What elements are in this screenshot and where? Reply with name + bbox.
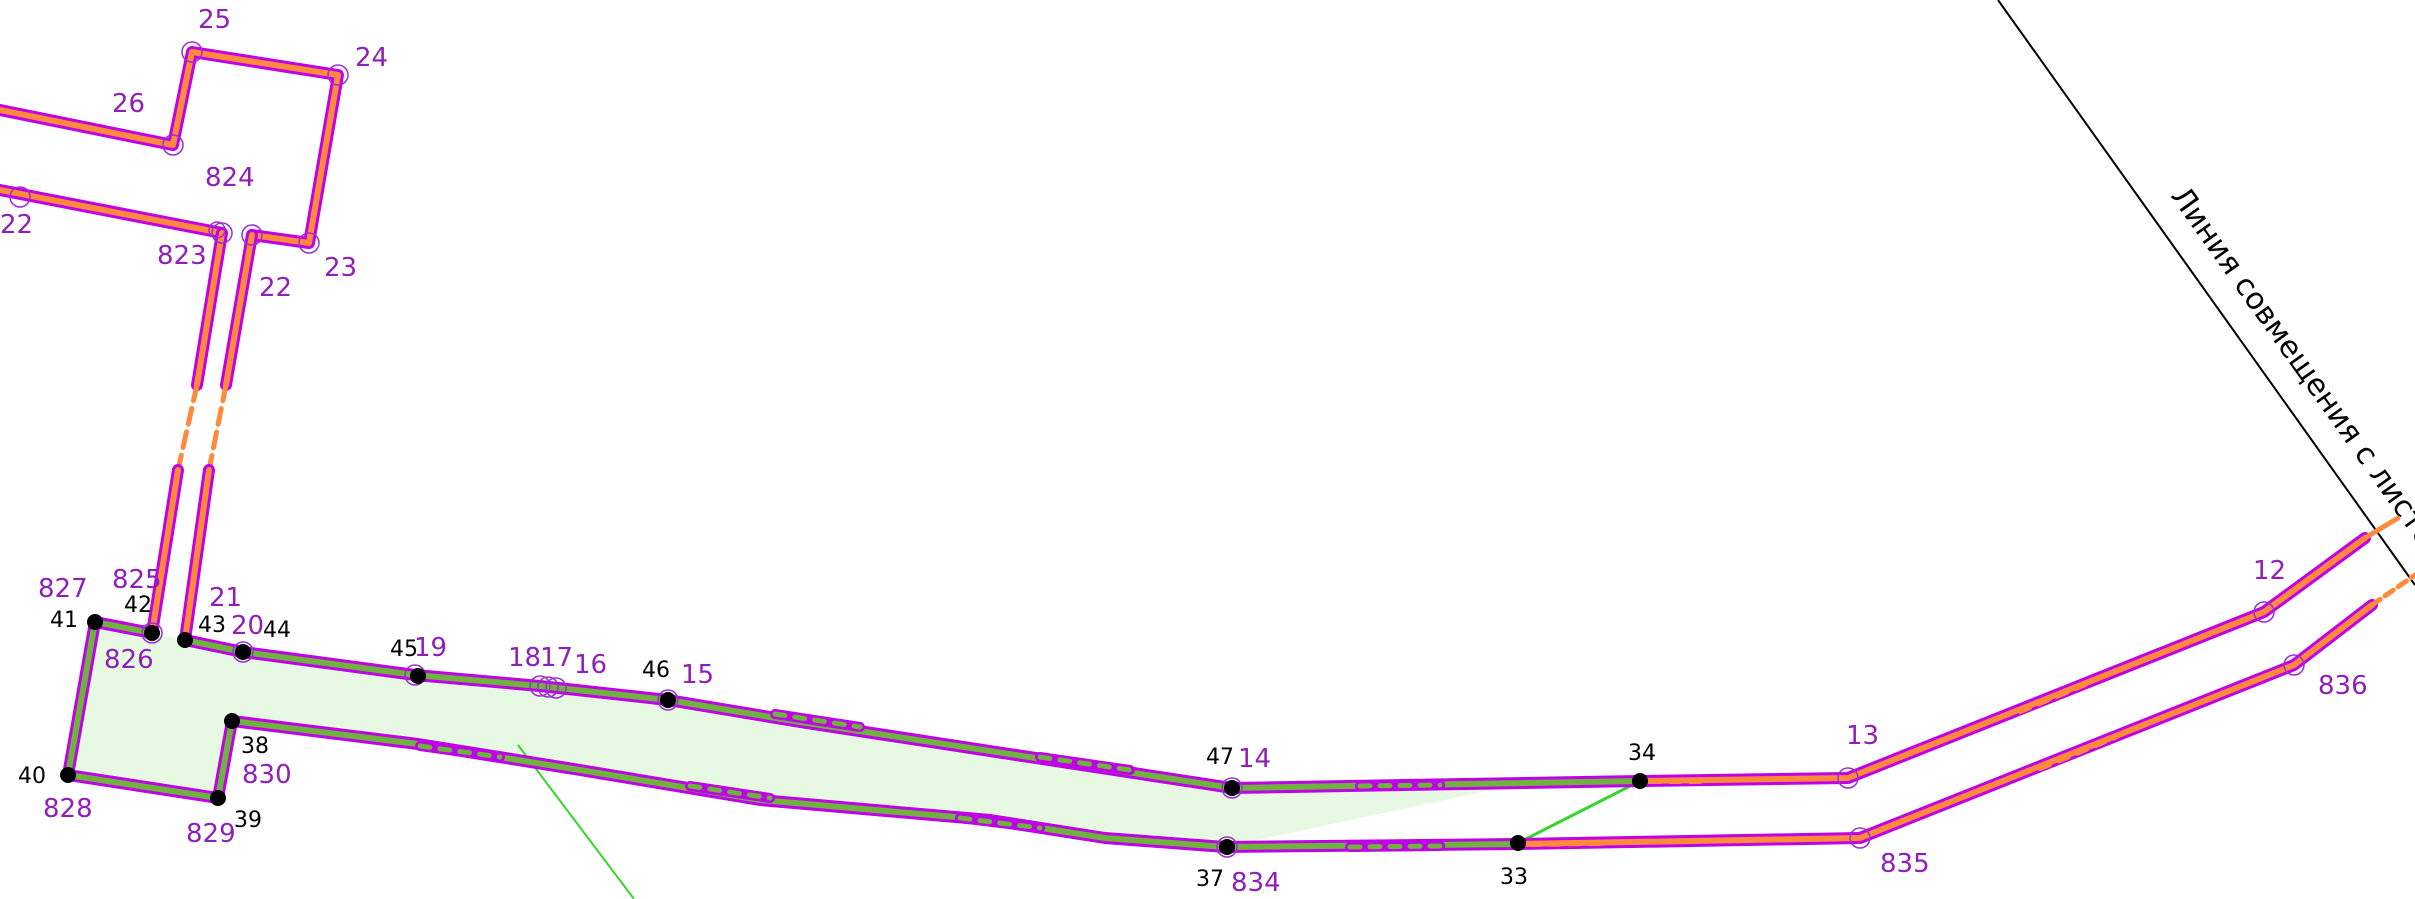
label-40: 40	[18, 764, 46, 789]
label-827: 827	[38, 574, 88, 604]
label-12: 12	[2253, 556, 2286, 586]
boundary-right	[1514, 515, 2415, 850]
black-labels: 41 42 43 44 45 46 38 40 39 47 37 34 33	[18, 593, 1656, 892]
label-826: 826	[104, 645, 154, 675]
label-15: 15	[681, 660, 714, 690]
label-828: 828	[43, 794, 93, 824]
vertex-nodes	[60, 614, 1648, 855]
label-13: 13	[1846, 721, 1879, 751]
label-21: 21	[209, 583, 242, 613]
label-823: 823	[157, 241, 207, 271]
label-836: 836	[2318, 671, 2368, 701]
label-39: 39	[234, 808, 262, 833]
label-17: 17	[540, 643, 573, 673]
label-835: 835	[1880, 849, 1930, 879]
match-line	[1997, 0, 2415, 586]
label-22b: 22	[259, 273, 292, 303]
label-834: 834	[1231, 868, 1281, 898]
label-14: 14	[1238, 744, 1271, 774]
label-33: 33	[1500, 865, 1528, 890]
label-20: 20	[231, 611, 264, 641]
label-38: 38	[241, 734, 269, 759]
label-24: 24	[355, 43, 388, 73]
boundary-parcel	[62, 616, 1646, 853]
label-47: 47	[1206, 745, 1234, 770]
label-44: 44	[263, 618, 291, 643]
guide-line-diagonal	[517, 744, 635, 899]
label-45: 45	[390, 637, 418, 662]
label-41: 41	[50, 608, 78, 633]
purple-labels: 25 24 26 824 823 22 22 23 827 825 21 20 …	[0, 5, 2368, 898]
label-42: 42	[124, 593, 152, 618]
point-markers	[9, 41, 2305, 858]
label-46: 46	[642, 658, 670, 683]
boundary-upper-block	[0, 46, 344, 646]
label-26: 26	[112, 89, 145, 119]
label-830: 830	[242, 760, 292, 790]
guide-line-33-34	[1517, 779, 1641, 845]
label-23: 23	[324, 253, 357, 283]
label-19: 19	[414, 633, 447, 663]
label-43: 43	[198, 613, 226, 638]
match-line-label: Линия совмещения с листом	[2163, 180, 2415, 571]
label-37: 37	[1196, 867, 1224, 892]
label-25: 25	[198, 5, 231, 35]
label-829: 829	[186, 819, 236, 849]
label-825: 825	[112, 565, 162, 595]
label-22a: 22	[0, 210, 33, 240]
label-34: 34	[1628, 741, 1656, 766]
label-18: 18	[508, 643, 541, 673]
label-824: 824	[205, 163, 255, 193]
label-16: 16	[574, 650, 607, 680]
